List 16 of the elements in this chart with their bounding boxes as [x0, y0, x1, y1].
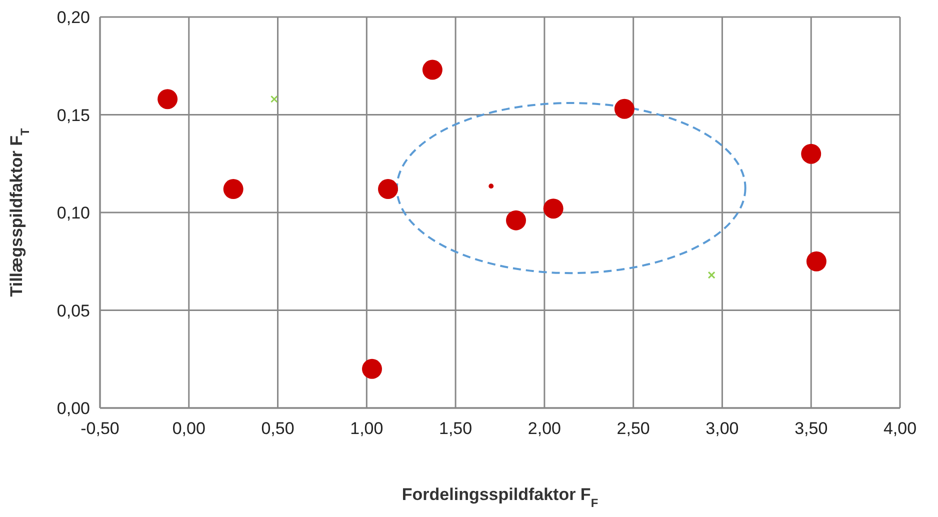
x-tick-label: 1,00	[350, 419, 384, 438]
x-tick-label: 2,50	[616, 419, 650, 438]
x-tick-label: -0,50	[80, 419, 120, 438]
y-tick-label: 0,20	[56, 8, 90, 27]
x-tick-label: 0,00	[172, 419, 206, 438]
y-tick-label: 0,10	[56, 204, 90, 222]
x-tick-label: 1,50	[439, 419, 472, 438]
x-tick-label: 3,00	[706, 419, 739, 438]
x-tick-label: 4,00	[883, 419, 917, 438]
y-tick-label: 0,15	[56, 106, 90, 125]
y-tick-label: 0,05	[56, 301, 90, 320]
y-tick-label: 0,00	[56, 399, 90, 418]
x-axis-title: Fordelingsspildfaktor F$_{F}$	[402, 485, 598, 510]
x-tick-label: 0,50	[261, 419, 294, 438]
x-tick-label: 3,50	[794, 419, 828, 438]
x-tick-label: 2,00	[528, 419, 561, 438]
